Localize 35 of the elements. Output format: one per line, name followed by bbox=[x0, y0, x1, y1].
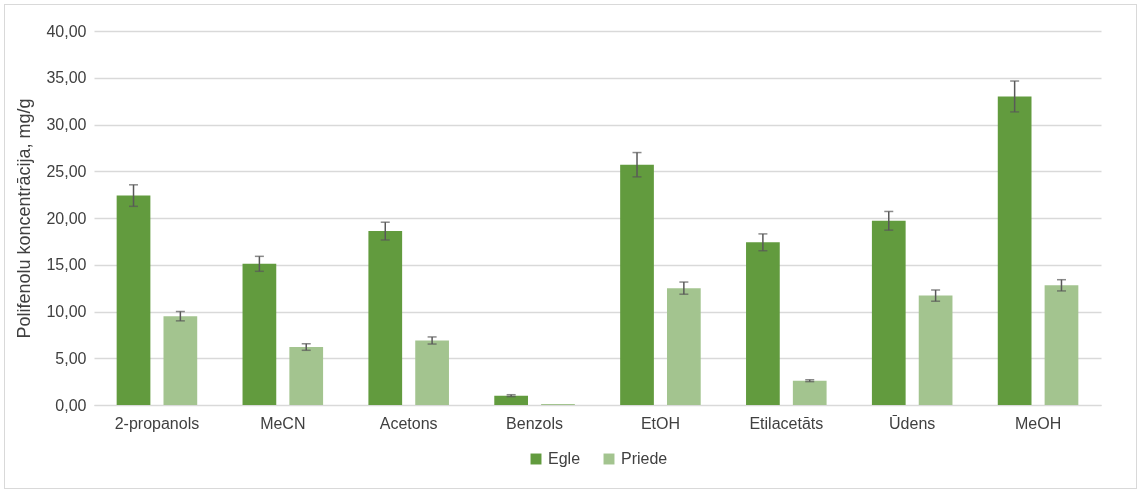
x-tick-label: Acetons bbox=[379, 414, 438, 432]
y-axis-title: Polifenolu koncentrācija, mg/g bbox=[14, 98, 35, 339]
bar bbox=[1044, 285, 1079, 405]
bar bbox=[163, 316, 198, 405]
bar bbox=[116, 195, 151, 405]
bar bbox=[997, 96, 1032, 405]
legend-label: Egle bbox=[548, 450, 581, 467]
y-tick-label: 25,00 bbox=[46, 162, 87, 180]
bar bbox=[368, 231, 403, 405]
y-tick-label: 30,00 bbox=[46, 116, 87, 133]
bar bbox=[918, 295, 953, 405]
bar bbox=[666, 288, 701, 405]
legend-label: Priede bbox=[621, 450, 668, 467]
y-tick-label: 0,00 bbox=[55, 396, 87, 414]
bar bbox=[746, 242, 780, 405]
y-tick-label: 15,00 bbox=[46, 256, 87, 274]
x-tick-label: Benzols bbox=[506, 414, 564, 432]
x-tick-label: MeOH bbox=[1014, 414, 1062, 432]
x-tick-label: Etilacetāts bbox=[749, 414, 824, 432]
bar bbox=[871, 220, 906, 405]
bar bbox=[415, 340, 449, 405]
y-tick-label: 20,00 bbox=[46, 209, 87, 227]
x-tick-label: 2-propanols bbox=[114, 414, 200, 432]
x-tick-label: MeCN bbox=[260, 414, 306, 432]
y-tick-label: 5,00 bbox=[55, 349, 87, 367]
y-tick-label: 35,00 bbox=[46, 69, 87, 87]
y-tick-label: 10,00 bbox=[46, 303, 87, 320]
bar bbox=[289, 347, 324, 405]
y-tick-label: 40,00 bbox=[46, 22, 87, 40]
bar bbox=[242, 263, 277, 405]
bar bbox=[620, 164, 654, 405]
bar bbox=[494, 395, 529, 405]
bar bbox=[792, 380, 827, 405]
x-tick-label: EtOH bbox=[640, 414, 680, 432]
x-tick-label: Ūdens bbox=[889, 414, 936, 432]
